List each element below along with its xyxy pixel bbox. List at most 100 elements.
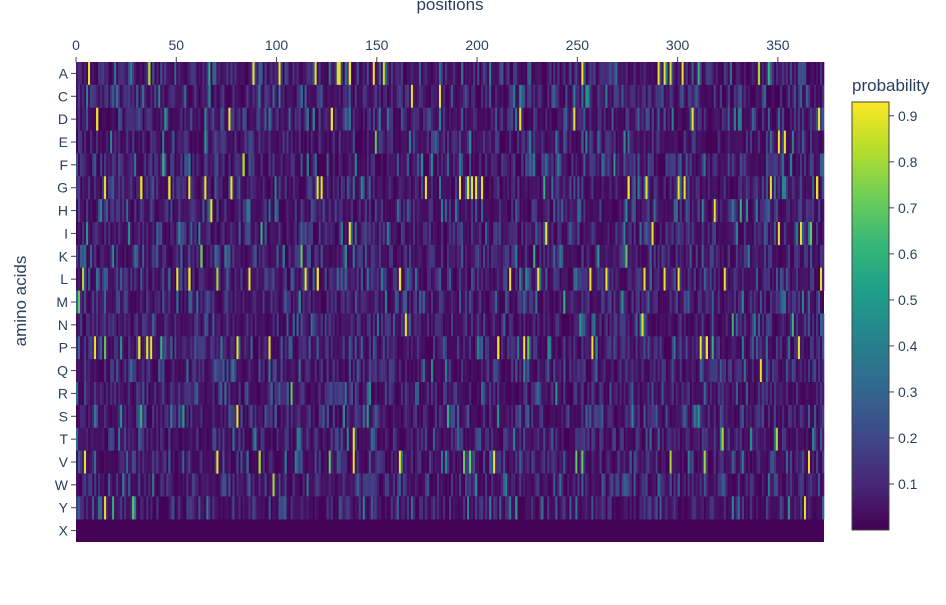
heatmap-cell-G-216	[509, 176, 512, 200]
heatmap-cell-S-151	[378, 404, 382, 429]
heatmap-cell-N-140	[356, 313, 360, 337]
heatmap-cell-S-141	[358, 404, 362, 429]
heatmap-cell-I-370	[817, 222, 821, 246]
heatmap-cell-D-48	[172, 107, 175, 131]
heatmap-cell-A-283	[643, 62, 646, 86]
heatmap-cell-M-175	[426, 290, 430, 314]
heatmap-cell-K-213	[503, 244, 506, 269]
heatmap-cell-A-264	[605, 62, 608, 86]
heatmap-cell-D-244	[565, 107, 568, 131]
heatmap-cell-S-74	[224, 404, 227, 429]
heatmap-cell-G-128	[332, 176, 335, 200]
heatmap-cell-H-330	[737, 199, 741, 223]
heatmap-cell-M-285	[647, 290, 650, 314]
heatmap-cell-C-45	[166, 84, 169, 109]
heatmap-cell-R-59	[194, 382, 197, 406]
heatmap-cell-K-309	[695, 244, 698, 269]
heatmap-cell-H-196	[469, 199, 472, 223]
heatmap-cell-P-19	[114, 336, 117, 360]
heatmap-cell-E-123	[322, 130, 325, 154]
heatmap-cell-N-84	[244, 313, 247, 337]
heatmap-cell-P-275	[627, 336, 630, 360]
heatmap-cell-S-220	[517, 404, 520, 429]
heatmap-cell-I-270	[617, 222, 620, 246]
heatmap-cell-I-115	[306, 222, 309, 246]
heatmap-cell-C-91	[258, 84, 261, 109]
heatmap-cell-N-360	[797, 313, 801, 337]
heatmap-cell-K-218	[513, 244, 516, 269]
heatmap-cell-M-188	[453, 290, 456, 314]
heatmap-cell-D-162	[400, 107, 404, 131]
heatmap-cell-C-324	[725, 84, 729, 109]
heatmap-cell-H-118	[312, 199, 315, 223]
heatmap-cell-S-70	[216, 404, 219, 429]
heatmap-cell-F-207	[491, 153, 494, 177]
heatmap-cell-R-74	[224, 382, 227, 406]
heatmap-cell-L-12	[100, 267, 103, 291]
heatmap-cell-K-319	[715, 244, 719, 269]
heatmap-cell-E-182	[440, 130, 444, 154]
heatmap-cell-D-297	[671, 107, 674, 131]
heatmap-cell-K-128	[332, 244, 335, 269]
heatmap-cell-N-364	[805, 313, 809, 337]
heatmap-cell-S-87	[250, 404, 253, 429]
heatmap-cell-R-277	[631, 382, 634, 406]
heatmap-cell-I-269	[615, 222, 618, 246]
heatmap-cell-N-178	[432, 313, 436, 337]
heatmap-cell-K-30	[136, 244, 139, 269]
heatmap-cell-A-172	[420, 62, 424, 86]
heatmap-cell-P-345	[767, 336, 771, 360]
heatmap-cell-G-157	[390, 176, 394, 200]
heatmap-cell-E-362	[801, 130, 805, 154]
heatmap-cell-A-340	[757, 62, 761, 86]
heatmap-cell-M-65	[206, 290, 209, 314]
heatmap-cell-D-309	[695, 107, 698, 131]
heatmap-cell-D-231	[539, 107, 542, 131]
heatmap-cell-F-40	[156, 153, 159, 177]
heatmap-cell-N-172	[420, 313, 424, 337]
heatmap-cell-I-43	[162, 222, 165, 246]
heatmap-cell-G-359	[795, 176, 799, 200]
heatmap-cell-F-275	[627, 153, 630, 177]
heatmap-cell-G-8	[92, 176, 95, 200]
heatmap-cell-G-30	[136, 176, 139, 200]
heatmap-cell-C-107	[290, 84, 293, 109]
heatmap-cell-N-144	[364, 313, 368, 337]
heatmap-cell-D-145	[366, 107, 370, 131]
heatmap-cell-K-180	[436, 244, 440, 269]
heatmap-cell-E-192	[461, 130, 464, 154]
heatmap-cell-L-48	[172, 267, 175, 291]
heatmap-cell-P-155	[386, 336, 390, 360]
heatmap-cell-S-69	[214, 404, 217, 429]
heatmap-cell-I-264	[605, 222, 608, 246]
heatmap-cell-I-12	[100, 222, 103, 246]
heatmap-cell-Q-182	[440, 359, 444, 383]
heatmap-cell-G-10	[96, 176, 99, 200]
heatmap-cell-A-9	[94, 62, 97, 86]
heatmap-cell-I-349	[775, 222, 779, 246]
heatmap-cell-G-266	[609, 176, 612, 200]
heatmap-cell-G-183	[442, 176, 446, 200]
heatmap-cell-A-303	[683, 62, 686, 86]
heatmap-cell-N-139	[354, 313, 358, 337]
heatmap-cell-M-160	[396, 290, 400, 314]
heatmap-cell-S-16	[108, 404, 111, 429]
heatmap-cell-A-227	[531, 62, 534, 86]
heatmap-cell-P-371	[819, 336, 823, 360]
heatmap-cell-F-86	[248, 153, 251, 177]
heatmap-cell-T-63	[202, 427, 205, 451]
heatmap-cell-H-168	[412, 199, 416, 223]
heatmap-cell-A-81	[238, 62, 241, 86]
heatmap-cell-D-311	[699, 107, 702, 131]
heatmap-cell-E-231	[539, 130, 542, 154]
heatmap-cell-K-258	[593, 244, 596, 269]
heatmap-cell-C-204	[485, 84, 488, 109]
heatmap-cell-L-265	[607, 267, 610, 291]
heatmap-cell-S-227	[531, 404, 534, 429]
heatmap-cell-P-64	[204, 336, 207, 360]
heatmap-cell-I-312	[701, 222, 704, 246]
heatmap-cell-R-213	[503, 382, 506, 406]
heatmap-cell-G-0	[76, 176, 79, 200]
heatmap-cell-H-17	[110, 199, 113, 223]
heatmap-cell-K-205	[487, 244, 490, 269]
